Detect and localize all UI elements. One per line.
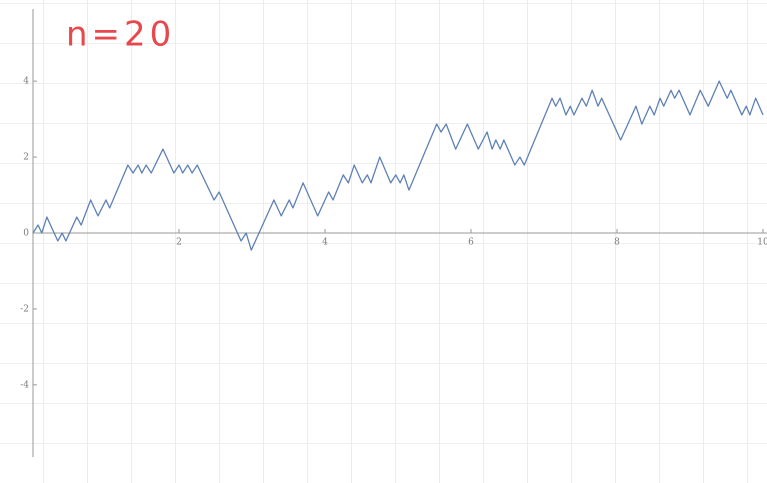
y-tick-label: 2 xyxy=(23,153,29,163)
x-tick-label: 10 xyxy=(757,238,767,248)
x-tick-label: 8 xyxy=(614,238,620,248)
x-tick-label: 6 xyxy=(468,238,474,248)
y-tick-label: -2 xyxy=(20,304,29,314)
y-tick-label: 4 xyxy=(23,77,29,87)
x-tick-label: 4 xyxy=(322,238,328,248)
annotation: n=20 xyxy=(66,15,175,55)
line xyxy=(32,80,764,251)
y-tick-label: -4 xyxy=(20,380,29,390)
x-tick-label: 2 xyxy=(176,238,182,248)
y-tick-label: 0 xyxy=(23,229,29,239)
